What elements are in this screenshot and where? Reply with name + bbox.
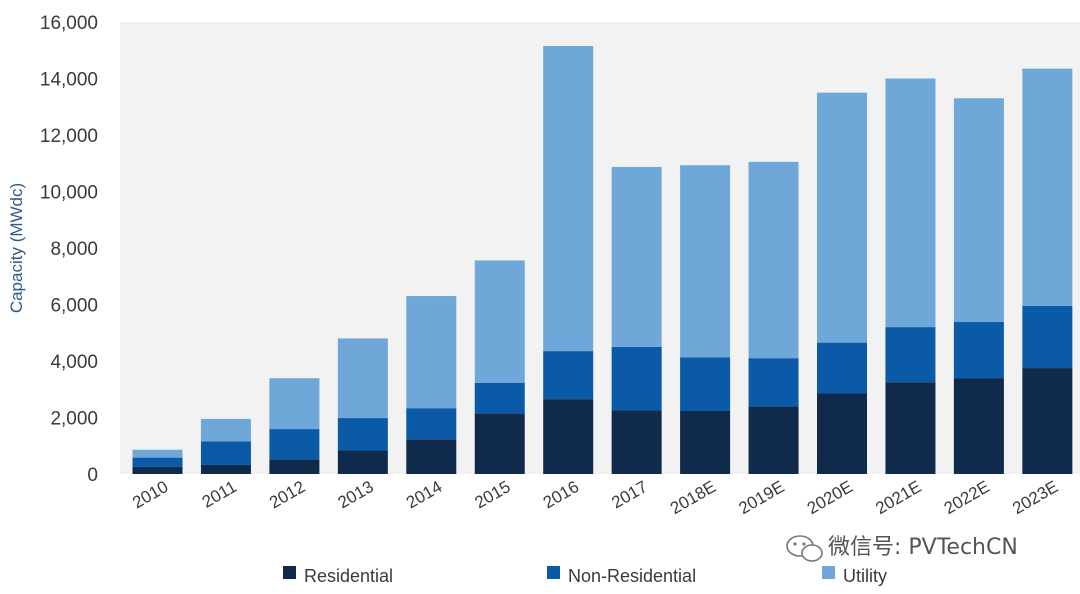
bar-utility-2010 xyxy=(132,449,183,458)
x-tick-label: 2020E xyxy=(804,477,856,518)
x-tick-label: 2022E xyxy=(941,477,993,518)
x-tick-label: 2012 xyxy=(266,477,308,512)
x-tick-label: 2015 xyxy=(471,477,513,512)
bar-non-residential-2015 xyxy=(474,382,525,414)
bar-utility-2011 xyxy=(200,418,251,442)
bar-residential-2015 xyxy=(474,413,525,474)
legend-label-utility: Utility xyxy=(843,566,887,586)
bar-non-residential-2022e xyxy=(953,322,1004,379)
bar-utility-2012 xyxy=(269,378,320,430)
x-tick-label: 2023E xyxy=(1009,477,1061,518)
x-tick-label: 2019E xyxy=(735,477,787,518)
bar-residential-2016 xyxy=(543,399,594,474)
bar-utility-2015 xyxy=(474,260,525,383)
bar-non-residential-2014 xyxy=(406,408,457,440)
bar-residential-2013 xyxy=(337,450,388,474)
x-axis-ticks: 2010 2011 2012 2013 2014 2015 2016 2017 2018E 201… xyxy=(129,477,1061,518)
plot-background xyxy=(120,22,1080,474)
bar-utility-2014 xyxy=(406,296,457,409)
legend-swatch-residential xyxy=(283,566,296,579)
bar-residential-2022e xyxy=(953,378,1004,474)
watermark: 微信号: PVTechCN xyxy=(786,535,1018,562)
bar-utility-2019e xyxy=(748,161,799,359)
bar-non-residential-2018e xyxy=(680,357,731,412)
legend-swatch-non-residential xyxy=(547,566,560,579)
bar-residential-2011 xyxy=(200,464,251,474)
x-tick-label: 2010 xyxy=(129,477,171,512)
legend-swatch-utility xyxy=(822,566,835,579)
bar-non-residential-2021e xyxy=(885,327,936,383)
x-tick-label: 2014 xyxy=(403,477,445,512)
y-tick-label: 2,000 xyxy=(50,409,98,430)
bar-residential-2014 xyxy=(406,439,457,474)
bar-residential-2010 xyxy=(132,466,183,474)
x-tick-label: 2013 xyxy=(335,477,377,512)
bar-residential-2017 xyxy=(611,410,662,474)
bar-residential-2020e xyxy=(817,393,867,474)
bar-residential-2019e xyxy=(748,406,799,474)
y-tick-label: 16,000 xyxy=(40,13,98,34)
bar-utility-2021e xyxy=(885,78,936,328)
y-tick-label: 10,000 xyxy=(40,183,98,204)
y-tick-label: 12,000 xyxy=(40,126,98,147)
y-tick-label: 6,000 xyxy=(50,296,98,317)
bar-non-residential-2019e xyxy=(748,358,799,407)
x-tick-label: 2018E xyxy=(667,477,719,518)
y-tick-label: 4,000 xyxy=(50,352,98,373)
bar-utility-2017 xyxy=(611,166,662,347)
bar-non-residential-2013 xyxy=(337,418,388,451)
bar-non-residential-2012 xyxy=(269,429,320,460)
legend: Residential Non-Residential Utility xyxy=(283,566,887,586)
y-tick-label: 0 xyxy=(87,465,98,486)
y-axis-ticks: 0 2,000 4,000 6,000 8,000 10,000 12,000 14,000 1… xyxy=(40,13,98,486)
bar-utility-2018e xyxy=(680,165,731,358)
bar-non-residential-2011 xyxy=(200,441,251,465)
y-tick-label: 14,000 xyxy=(40,70,98,91)
bar-non-residential-2010 xyxy=(132,457,183,467)
bar-utility-2013 xyxy=(337,338,388,419)
x-tick-label: 2016 xyxy=(540,477,582,512)
wechat-icon xyxy=(786,535,823,562)
x-tick-label: 2017 xyxy=(608,477,650,512)
bar-utility-2023e xyxy=(1022,68,1073,306)
bar-non-residential-2023e xyxy=(1022,305,1073,369)
bar-non-residential-2020e xyxy=(817,342,867,394)
x-tick-label: 2021E xyxy=(872,477,924,518)
legend-label-non-residential: Non-Residential xyxy=(568,566,696,586)
bar-residential-2021e xyxy=(885,382,936,474)
bars-layer xyxy=(132,46,1073,474)
x-tick-label: 2011 xyxy=(199,477,240,512)
bar-residential-2018e xyxy=(680,411,731,474)
bar-utility-2016 xyxy=(543,46,594,352)
legend-label-residential: Residential xyxy=(304,566,393,586)
bar-non-residential-2016 xyxy=(543,351,594,400)
bar-utility-2020e xyxy=(817,92,867,343)
y-tick-label: 8,000 xyxy=(50,239,98,260)
watermark-text: 微信号: PVTechCN xyxy=(828,535,1018,560)
bar-residential-2012 xyxy=(269,459,320,474)
bar-non-residential-2017 xyxy=(611,346,662,411)
bar-residential-2023e xyxy=(1022,368,1073,474)
y-axis-title: Capacity (MWdc) xyxy=(7,183,26,313)
bar-utility-2022e xyxy=(953,98,1004,323)
